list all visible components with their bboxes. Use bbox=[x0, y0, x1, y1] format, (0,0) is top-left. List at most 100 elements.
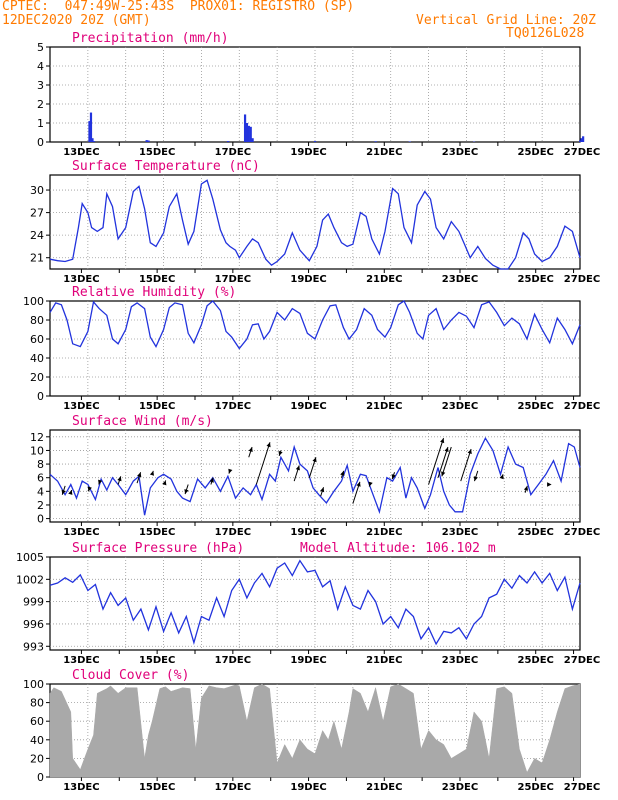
precip-frame bbox=[49, 46, 581, 143]
precip-bar bbox=[91, 138, 94, 142]
wind-arrow-head bbox=[68, 489, 73, 495]
wind-arrow-head bbox=[278, 450, 283, 456]
wind-ytick-label: 10 bbox=[30, 444, 44, 457]
precip-ytick-label: 1 bbox=[37, 117, 44, 130]
wind-arrow-head bbox=[340, 470, 345, 476]
wind-arrow-head bbox=[61, 489, 66, 495]
pres-ytick-label: 1002 bbox=[16, 573, 44, 586]
cloud-xtick-label: 17DEC bbox=[215, 782, 251, 793]
cloud-xtick-label: 27DEC bbox=[564, 782, 600, 793]
wind-arrow-head bbox=[162, 480, 167, 486]
pres-xtick-label: 23DEC bbox=[442, 655, 478, 666]
rh-ytick-label: 80 bbox=[30, 314, 44, 327]
precip-bar bbox=[88, 121, 91, 142]
rh-xtick-label: 25DEC bbox=[518, 401, 554, 412]
precip-xtick-label: 13DEC bbox=[63, 147, 99, 158]
wind-arrow-head bbox=[137, 472, 142, 478]
temp-xtick-label: 13DEC bbox=[63, 274, 99, 285]
cloud-ytick-label: 0 bbox=[37, 771, 44, 784]
temp-title: Surface Temperature (nC) bbox=[72, 159, 260, 174]
precip-bar bbox=[579, 140, 582, 142]
rh-ytick-label: 40 bbox=[30, 352, 44, 365]
precip-bar bbox=[580, 138, 583, 142]
rh-ytick-label: 100 bbox=[23, 295, 44, 308]
wind-arrow-head bbox=[87, 486, 92, 492]
wind-arrow-head bbox=[320, 487, 325, 493]
header-vertical-grid: Vertical Grid Line: 20Z bbox=[416, 13, 597, 28]
wind-xtick-label: 27DEC bbox=[564, 527, 600, 538]
cloud-ytick-label: 60 bbox=[30, 715, 44, 728]
pres-ytick-label: 999 bbox=[23, 596, 44, 609]
precip-ytick-label: 2 bbox=[37, 98, 44, 111]
wind-arrow-head bbox=[149, 470, 154, 476]
wind-direction-arrow bbox=[255, 442, 271, 485]
pres-xtick-label: 15DEC bbox=[139, 655, 175, 666]
rh-xtick-label: 17DEC bbox=[215, 401, 251, 412]
pres-xtick-label: 25DEC bbox=[518, 655, 554, 666]
cloud-xtick-label: 15DEC bbox=[139, 782, 175, 793]
cloud-ytick-label: 100 bbox=[23, 678, 44, 691]
precip-ytick-label: 4 bbox=[37, 60, 44, 73]
precip-xtick-label: 27DEC bbox=[564, 147, 600, 158]
rh-xtick-label: 19DEC bbox=[290, 401, 326, 412]
wind-arrow-head bbox=[473, 476, 478, 482]
cloud-xtick-label: 13DEC bbox=[63, 782, 99, 793]
precip-bar bbox=[251, 138, 254, 142]
wind-arrow-head bbox=[440, 438, 445, 444]
wind-xtick-label: 15DEC bbox=[139, 527, 175, 538]
wind-arrow-head bbox=[441, 471, 446, 477]
precip-bar bbox=[408, 141, 411, 142]
cloud-ytick-label: 80 bbox=[30, 697, 44, 710]
rh-title: Relative Humidity (%) bbox=[72, 285, 236, 300]
wind-direction-arrow bbox=[441, 446, 452, 477]
rh-ytick-label: 0 bbox=[37, 390, 44, 403]
cloud-title: Cloud Cover (%) bbox=[72, 668, 189, 683]
precip-bar bbox=[247, 125, 250, 142]
wind-arrow-head bbox=[184, 489, 189, 495]
precip-xtick-label: 23DEC bbox=[442, 147, 478, 158]
wind-xtick-label: 19DEC bbox=[290, 527, 326, 538]
wind-arrow-head bbox=[228, 468, 233, 474]
cloud-cover-area bbox=[49, 683, 581, 778]
temp-xtick-label: 17DEC bbox=[215, 274, 251, 285]
wind-ytick-label: 8 bbox=[37, 458, 44, 471]
rh-xtick-label: 27DEC bbox=[564, 401, 600, 412]
pres-xtick-label: 27DEC bbox=[564, 655, 600, 666]
rh-xtick-label: 13DEC bbox=[63, 401, 99, 412]
cloud-xtick-label: 21DEC bbox=[366, 782, 402, 793]
precip-xtick-label: 19DEC bbox=[290, 147, 326, 158]
rh-ytick-label: 20 bbox=[30, 371, 44, 384]
wind-arrow-head bbox=[248, 447, 253, 452]
precip-xtick-label: 21DEC bbox=[366, 147, 402, 158]
wind-xtick-label: 23DEC bbox=[442, 527, 478, 538]
wind-ytick-label: 0 bbox=[37, 513, 44, 526]
precip-bar bbox=[245, 123, 249, 142]
rh-ytick-label: 60 bbox=[30, 333, 44, 346]
wind-arrow-head bbox=[209, 477, 214, 483]
wind-arrow-head bbox=[368, 481, 373, 487]
pres-xtick-label: 19DEC bbox=[290, 655, 326, 666]
cloud-ytick-label: 20 bbox=[30, 752, 44, 765]
temp-frame bbox=[49, 174, 581, 270]
wind-ytick-label: 2 bbox=[37, 499, 44, 512]
precip-bar bbox=[249, 126, 252, 142]
temp-ytick-label: 30 bbox=[30, 184, 44, 197]
wind-arrow-head bbox=[295, 465, 300, 471]
temp-series-line bbox=[49, 179, 581, 270]
wind-xtick-label: 21DEC bbox=[366, 527, 402, 538]
wind-arrow-head bbox=[523, 485, 528, 491]
precip-ytick-label: 3 bbox=[37, 79, 44, 92]
precip-bar bbox=[147, 140, 150, 142]
wind-title: Surface Wind (m/s) bbox=[72, 414, 213, 429]
precip-bar bbox=[582, 136, 585, 142]
temp-xtick-label: 15DEC bbox=[139, 274, 175, 285]
header-model-code: TQ0126L028 bbox=[506, 26, 585, 41]
precip-bar bbox=[92, 141, 96, 142]
cloud-xtick-label: 23DEC bbox=[442, 782, 478, 793]
wind-direction-arrow bbox=[460, 448, 472, 482]
wind-arrow-head bbox=[391, 474, 396, 480]
precip-bar bbox=[89, 112, 93, 142]
rh-xtick-label: 15DEC bbox=[139, 401, 175, 412]
wind-ytick-label: 12 bbox=[30, 431, 44, 444]
temp-ytick-label: 24 bbox=[30, 229, 44, 242]
